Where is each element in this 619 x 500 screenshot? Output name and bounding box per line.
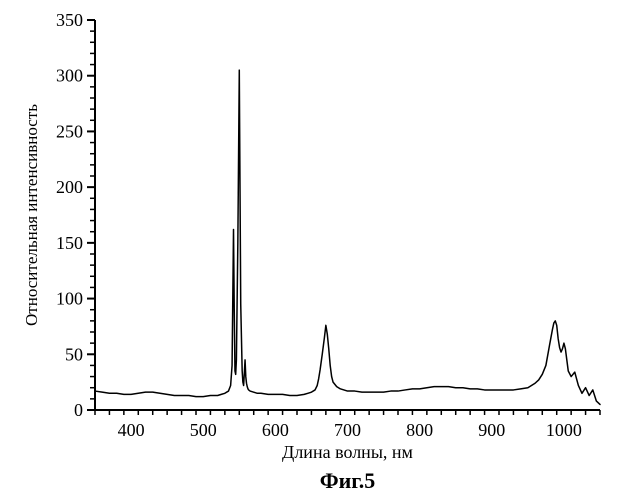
y-tick-label: 150 (56, 233, 83, 253)
x-tick-label: 400 (118, 420, 145, 440)
y-tick-label: 100 (56, 289, 83, 309)
x-tick-label: 500 (190, 420, 217, 440)
y-tick-label: 350 (56, 10, 83, 30)
plot-frame (95, 20, 600, 410)
x-tick-label: 700 (334, 420, 361, 440)
x-tick-label: 1000 (546, 420, 582, 440)
x-axis-title: Длина волны, нм (282, 442, 413, 462)
figure-caption: Фиг.5 (320, 468, 376, 493)
y-axis-tick-labels: 0 50 100 150 200 250 300 350 (56, 10, 83, 420)
x-axis-tick-labels: 400 500 600 700 800 900 1000 (118, 420, 582, 440)
y-axis-ticks (87, 20, 95, 410)
y-tick-label: 200 (56, 177, 83, 197)
y-axis-title: Относительная интенсивность (22, 104, 41, 326)
x-tick-label: 600 (262, 420, 289, 440)
x-tick-label: 800 (406, 420, 433, 440)
y-tick-label: 0 (74, 400, 83, 420)
spectrum-chart: 400 500 600 700 800 900 1000 0 50 100 150 200 250 30… (0, 0, 619, 500)
y-tick-label: 250 (56, 121, 83, 141)
y-tick-label: 300 (56, 66, 83, 86)
spectrum-line (95, 70, 600, 404)
x-tick-label: 900 (478, 420, 505, 440)
y-tick-label: 50 (65, 344, 83, 364)
